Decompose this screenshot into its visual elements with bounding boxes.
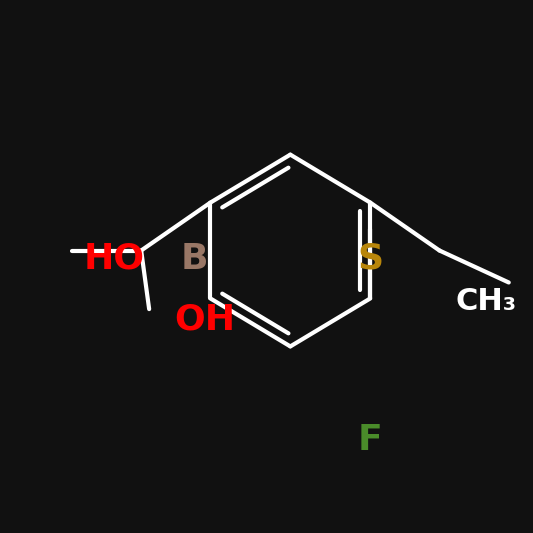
Text: S: S [357, 241, 383, 276]
Text: HO: HO [84, 241, 145, 276]
Text: CH₃: CH₃ [456, 287, 516, 316]
Text: OH: OH [174, 303, 236, 337]
Text: F: F [358, 423, 383, 457]
Text: B: B [181, 241, 208, 276]
